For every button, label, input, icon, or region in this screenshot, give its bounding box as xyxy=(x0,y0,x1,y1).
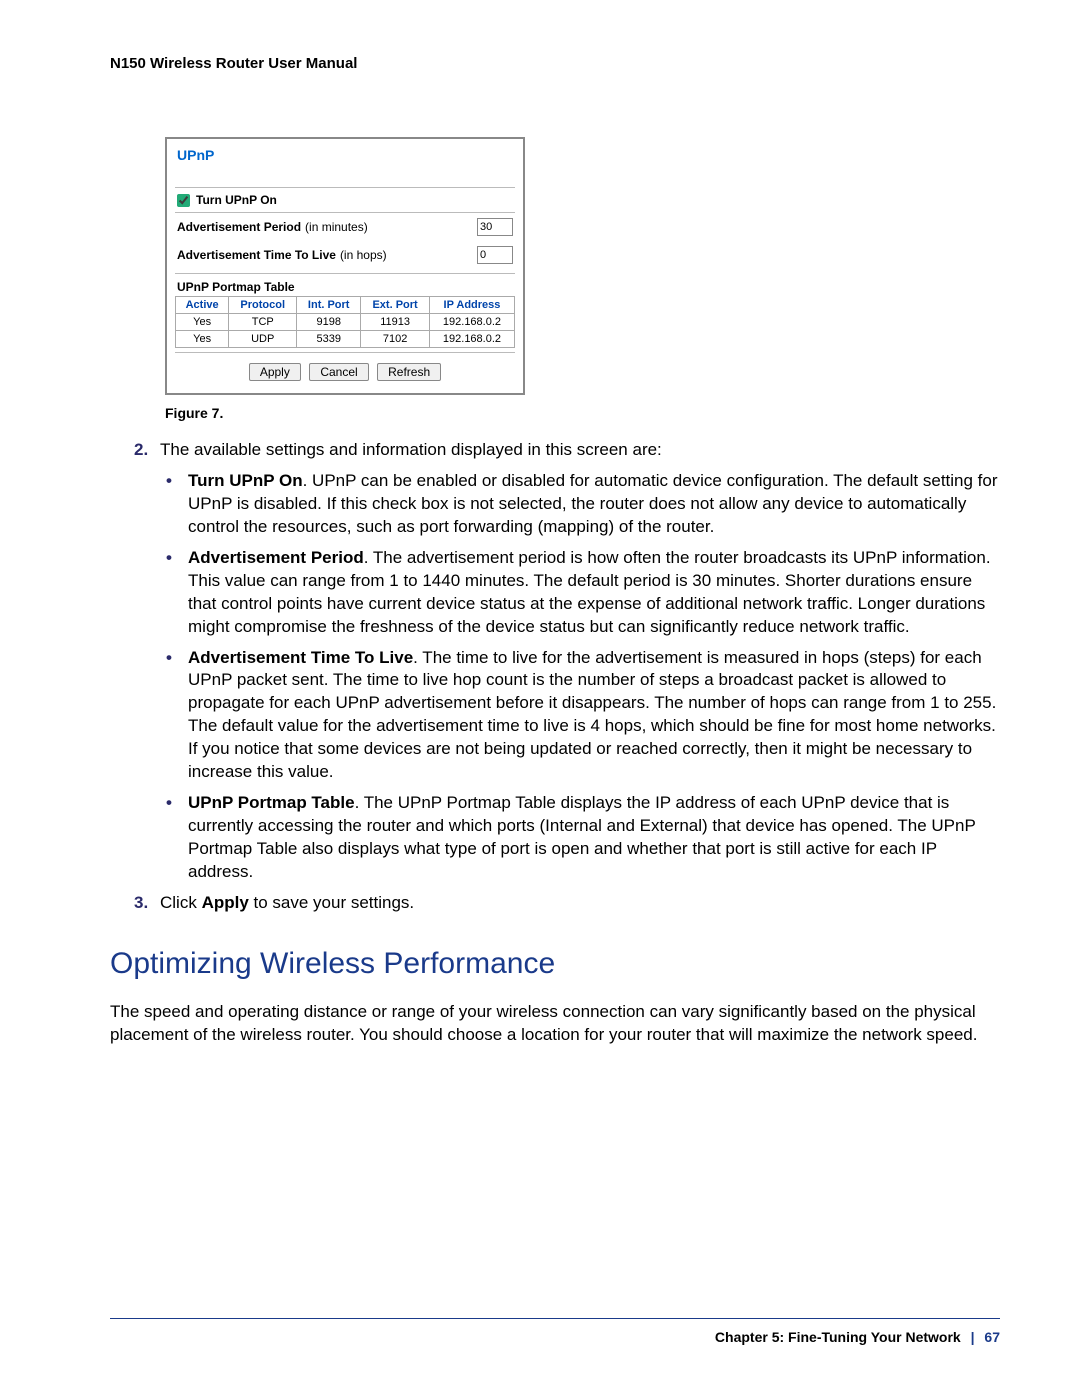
page-footer: Chapter 5: Fine-Tuning Your Network | 67 xyxy=(110,1318,1000,1345)
apply-button[interactable]: Apply xyxy=(249,363,301,381)
footer-page-number: 67 xyxy=(984,1329,1000,1345)
upnp-screenshot: UPnP Turn UPnP On Advertisement Period (… xyxy=(165,137,525,395)
portmap-column-header: Int. Port xyxy=(297,297,361,314)
turn-upnp-on-label: Turn UPnP On xyxy=(196,193,277,207)
portmap-column-header: IP Address xyxy=(429,297,514,314)
portmap-column-header: Ext. Port xyxy=(361,297,430,314)
step-2: 2. The available settings and informatio… xyxy=(134,439,1000,462)
portmap-table: ActiveProtocolInt. PortExt. PortIP Addre… xyxy=(175,296,515,348)
portmap-column-header: Protocol xyxy=(229,297,297,314)
upnp-panel-title: UPnP xyxy=(175,145,515,187)
adv-ttl-label: Advertisement Time To Live xyxy=(177,248,336,262)
portmap-column-header: Active xyxy=(176,297,229,314)
bullet-item: •Advertisement Period. The advertisement… xyxy=(166,547,1000,639)
adv-ttl-input[interactable] xyxy=(477,246,513,264)
cancel-button[interactable]: Cancel xyxy=(309,363,368,381)
portmap-table-title: UPnP Portmap Table xyxy=(175,273,515,296)
bullet-item: •UPnP Portmap Table. The UPnP Portmap Ta… xyxy=(166,792,1000,884)
adv-period-label: Advertisement Period xyxy=(177,220,301,234)
refresh-button[interactable]: Refresh xyxy=(377,363,441,381)
footer-chapter: Chapter 5: Fine-Tuning Your Network xyxy=(715,1329,961,1345)
table-row: YesTCP919811913192.168.0.2 xyxy=(176,314,515,331)
section-heading: Optimizing Wireless Performance xyxy=(110,947,1000,981)
adv-ttl-units: (in hops) xyxy=(340,248,387,262)
adv-period-input[interactable] xyxy=(477,218,513,236)
figure-caption: Figure 7. xyxy=(165,405,1000,421)
step-3: 3. Click Apply to save your settings. xyxy=(134,892,1000,915)
adv-period-units: (in minutes) xyxy=(305,220,368,234)
table-row: YesUDP53397102192.168.0.2 xyxy=(176,331,515,348)
turn-upnp-on-checkbox[interactable] xyxy=(177,194,190,207)
document-title: N150 Wireless Router User Manual xyxy=(110,55,1000,72)
bullet-item: •Advertisement Time To Live. The time to… xyxy=(166,647,1000,785)
bullet-item: •Turn UPnP On. UPnP can be enabled or di… xyxy=(166,470,1000,539)
section-paragraph: The speed and operating distance or rang… xyxy=(110,1001,1000,1047)
